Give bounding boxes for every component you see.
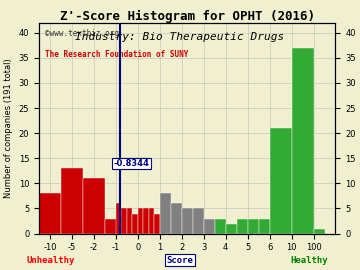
Bar — [258, 218, 270, 234]
Bar — [215, 218, 226, 234]
Bar — [226, 224, 237, 234]
Bar — [292, 48, 314, 234]
Text: Unhealthy: Unhealthy — [26, 256, 75, 265]
Bar — [121, 208, 127, 234]
Text: -0.8344: -0.8344 — [114, 159, 149, 168]
Text: Industry: Bio Therapeutic Drugs: Industry: Bio Therapeutic Drugs — [75, 32, 285, 42]
Title: Z'-Score Histogram for OPHT (2016): Z'-Score Histogram for OPHT (2016) — [60, 9, 315, 23]
Bar — [138, 208, 143, 234]
Bar — [61, 168, 83, 234]
Bar — [182, 208, 193, 234]
Bar — [116, 204, 121, 234]
Bar — [149, 208, 154, 234]
Y-axis label: Number of companies (191 total): Number of companies (191 total) — [4, 58, 13, 198]
Bar — [237, 218, 248, 234]
Bar — [39, 193, 61, 234]
Bar — [204, 218, 215, 234]
Bar — [270, 128, 292, 234]
Bar — [171, 204, 182, 234]
Bar — [83, 178, 105, 234]
Bar — [248, 218, 258, 234]
Text: Healthy: Healthy — [291, 256, 328, 265]
Text: ©www.textbiz.org: ©www.textbiz.org — [45, 29, 119, 38]
Bar — [132, 214, 138, 234]
Bar — [193, 208, 204, 234]
Bar — [154, 214, 160, 234]
Text: The Research Foundation of SUNY: The Research Foundation of SUNY — [45, 50, 188, 59]
Text: Score: Score — [167, 256, 193, 265]
Bar — [314, 229, 324, 234]
Bar — [160, 193, 171, 234]
Bar — [127, 208, 132, 234]
Bar — [105, 218, 127, 234]
Bar — [143, 208, 149, 234]
